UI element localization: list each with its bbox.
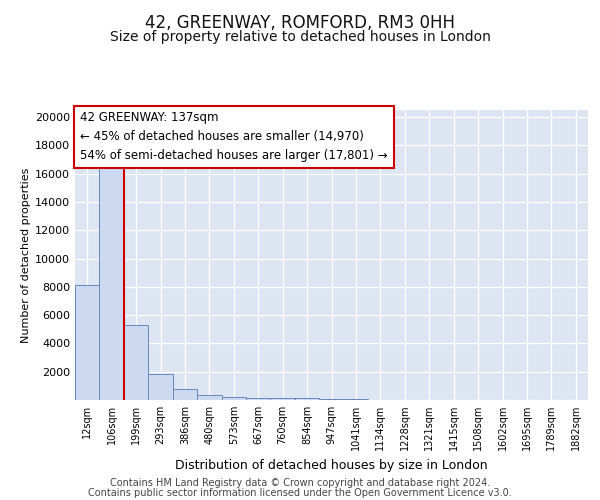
Bar bbox=[197, 396, 221, 400]
Bar bbox=[319, 399, 344, 400]
Bar bbox=[246, 398, 271, 400]
Bar bbox=[148, 374, 173, 400]
Bar bbox=[271, 398, 295, 400]
Bar bbox=[75, 286, 100, 400]
Text: 42, GREENWAY, ROMFORD, RM3 0HH: 42, GREENWAY, ROMFORD, RM3 0HH bbox=[145, 14, 455, 32]
Bar bbox=[173, 390, 197, 400]
Text: 42 GREENWAY: 137sqm
← 45% of detached houses are smaller (14,970)
54% of semi-de: 42 GREENWAY: 137sqm ← 45% of detached ho… bbox=[80, 112, 388, 162]
Bar bbox=[295, 398, 319, 400]
Bar bbox=[100, 166, 124, 400]
Text: Contains HM Land Registry data © Crown copyright and database right 2024.: Contains HM Land Registry data © Crown c… bbox=[110, 478, 490, 488]
Bar bbox=[221, 397, 246, 400]
Bar bbox=[124, 325, 148, 400]
Y-axis label: Number of detached properties: Number of detached properties bbox=[21, 168, 31, 342]
Text: Size of property relative to detached houses in London: Size of property relative to detached ho… bbox=[110, 30, 490, 44]
X-axis label: Distribution of detached houses by size in London: Distribution of detached houses by size … bbox=[175, 458, 488, 471]
Text: Contains public sector information licensed under the Open Government Licence v3: Contains public sector information licen… bbox=[88, 488, 512, 498]
